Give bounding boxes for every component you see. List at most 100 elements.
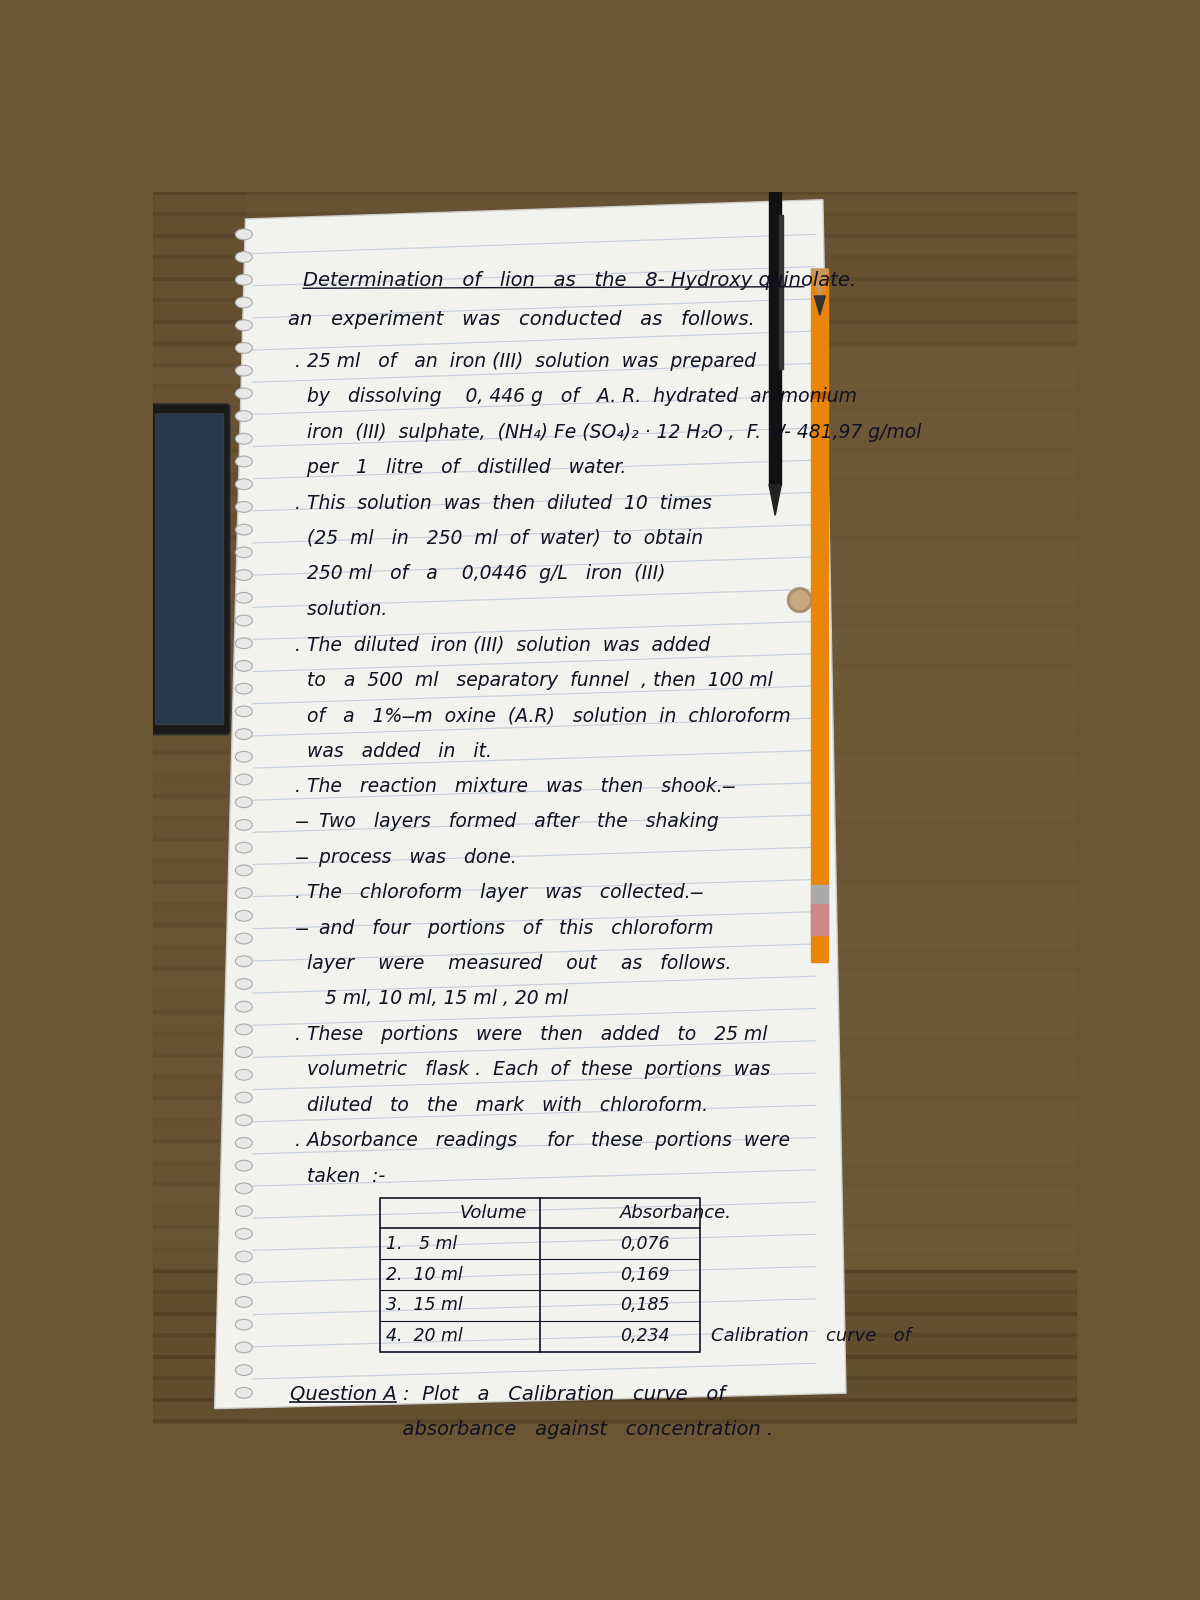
Bar (811, 904, 828, 934)
Bar (779, 214, 782, 370)
Ellipse shape (235, 1296, 252, 1307)
Text: 5 ml, 10 ml, 15 ml , 20 ml: 5 ml, 10 ml, 15 ml , 20 ml (295, 989, 569, 1008)
Bar (380, 1198, 700, 1352)
Ellipse shape (235, 614, 252, 626)
Ellipse shape (235, 1387, 252, 1398)
Ellipse shape (235, 1046, 252, 1058)
Ellipse shape (235, 525, 252, 534)
Text: solution.: solution. (295, 600, 388, 619)
Ellipse shape (235, 298, 252, 307)
Ellipse shape (235, 1024, 252, 1035)
Ellipse shape (235, 434, 252, 445)
Text: to   a  500  ml   separatory  funnel  , then  100 ml: to a 500 ml separatory funnel , then 100… (295, 670, 773, 690)
Text: 1.   5 ml: 1. 5 ml (386, 1235, 457, 1253)
Ellipse shape (235, 320, 252, 331)
Text: . The   chloroform   layer   was   collected.  ̶̶: . The chloroform layer was collected. ̶̶ (295, 883, 703, 902)
Ellipse shape (235, 706, 252, 717)
FancyBboxPatch shape (149, 403, 230, 734)
Text: Absorbance.: Absorbance. (620, 1205, 732, 1222)
Text: ̶̶̶̶̶̶̶  and   four   portions   of   this   chloroform: ̶̶̶̶̶̶̶ and four portions of this chloro… (295, 918, 714, 938)
Ellipse shape (235, 1160, 252, 1171)
Polygon shape (815, 296, 826, 315)
Bar (154, 192, 246, 1424)
Text: 0,185: 0,185 (620, 1296, 670, 1315)
Ellipse shape (235, 1138, 252, 1149)
Text: of   a   1%  ̶̶̶̶m  oxine  (A.R)   solution  in  chloroform: of a 1% ̶̶̶̶m oxine (A.R) solution in ch… (295, 706, 791, 725)
Ellipse shape (235, 570, 252, 581)
Ellipse shape (235, 638, 252, 648)
Text: Volume: Volume (460, 1205, 528, 1222)
Ellipse shape (235, 683, 252, 694)
Text: ̶̶̶  process   was   done.: ̶̶̶ process was done. (295, 848, 517, 867)
Text: Determination   of   lion   as   the   8- Hydroxy quinolate.: Determination of lion as the 8- Hydroxy … (304, 270, 857, 290)
Ellipse shape (235, 251, 252, 262)
Ellipse shape (235, 365, 252, 376)
Ellipse shape (235, 933, 252, 944)
Ellipse shape (235, 229, 252, 240)
Ellipse shape (235, 1002, 252, 1013)
Ellipse shape (235, 728, 252, 739)
Text: . The  diluted  iron (III)  solution  was  added: . The diluted iron (III) solution was ad… (295, 635, 710, 654)
Circle shape (791, 590, 809, 610)
Ellipse shape (235, 501, 252, 512)
Circle shape (787, 587, 812, 613)
Ellipse shape (235, 1229, 252, 1238)
Bar (769, 192, 781, 485)
Text: . These   portions   were   then   added   to   25 ml: . These portions were then added to 25 m… (295, 1026, 768, 1043)
Ellipse shape (235, 774, 252, 786)
Ellipse shape (235, 456, 252, 467)
Text: an   experiment   was   conducted   as   follows.: an experiment was conducted as follows. (288, 309, 755, 328)
Ellipse shape (235, 547, 252, 558)
Text: 0,076: 0,076 (620, 1235, 670, 1253)
Ellipse shape (235, 274, 252, 285)
Bar (811, 269, 828, 962)
Ellipse shape (235, 661, 252, 672)
Text: absorbance   against   concentration .: absorbance against concentration . (290, 1419, 773, 1438)
Ellipse shape (235, 1206, 252, 1216)
Text: 0,234: 0,234 (620, 1328, 670, 1346)
Polygon shape (769, 485, 781, 515)
Ellipse shape (235, 1365, 252, 1376)
Text: iron  (III)  sulphate,  (NH₄) Fe (SO₄)₂ · 12 H₂O ,  F. W- 481,97 g/mol: iron (III) sulphate, (NH₄) Fe (SO₄)₂ · 1… (295, 422, 922, 442)
Text: . The   reaction   mixture   was   then   shook.  ̶̶: . The reaction mixture was then shook. ̶… (295, 778, 736, 795)
Ellipse shape (235, 478, 252, 490)
Polygon shape (215, 200, 846, 1408)
Text: by   dissolving    0, 446 g   of   A. R.  hydrated  ammonium: by dissolving 0, 446 g of A. R. hydrated… (295, 387, 857, 406)
Text: 250 ml   of   a    0,0446  g/L   iron  (III): 250 ml of a 0,0446 g/L iron (III) (295, 565, 666, 584)
Text: Calibration   curve   of: Calibration curve of (712, 1328, 911, 1346)
Ellipse shape (235, 955, 252, 966)
Bar (154, 1270, 1078, 1424)
FancyBboxPatch shape (155, 414, 224, 725)
Ellipse shape (235, 910, 252, 922)
Text: ̶̶̶  Two   layers   formed   after   the   shaking: ̶̶̶ Two layers formed after the shaking (295, 813, 719, 832)
Ellipse shape (235, 411, 252, 421)
Ellipse shape (235, 1320, 252, 1330)
Text: Question A :  Plot   a   Calibration   curve   of: Question A : Plot a Calibration curve of (290, 1384, 725, 1403)
Text: 4.  20 ml: 4. 20 ml (386, 1328, 463, 1346)
Text: per   1   litre   of   distilled   water.: per 1 litre of distilled water. (295, 458, 626, 477)
Ellipse shape (235, 1069, 252, 1080)
Ellipse shape (235, 1342, 252, 1352)
Ellipse shape (235, 819, 252, 830)
Ellipse shape (235, 842, 252, 853)
Ellipse shape (235, 979, 252, 989)
Polygon shape (811, 269, 828, 299)
Ellipse shape (235, 1251, 252, 1262)
Bar (811, 885, 828, 904)
Ellipse shape (235, 1115, 252, 1126)
Ellipse shape (235, 592, 252, 603)
Ellipse shape (235, 342, 252, 354)
Text: layer    were    measured    out    as   follows.: layer were measured out as follows. (295, 954, 732, 973)
Text: taken  :-: taken :- (295, 1166, 385, 1186)
Ellipse shape (235, 1093, 252, 1102)
Text: 2.  10 ml: 2. 10 ml (386, 1266, 463, 1283)
Text: volumetric   flask .  Each  of  these  portions  was: volumetric flask . Each of these portion… (295, 1061, 770, 1080)
Text: . 25 ml   of   an  iron (III)  solution  was  prepared: . 25 ml of an iron (III) solution was pr… (295, 352, 756, 371)
Text: was   added   in   it.: was added in it. (295, 741, 492, 760)
Ellipse shape (235, 888, 252, 899)
Text: 0,169: 0,169 (620, 1266, 670, 1283)
Bar (154, 192, 1078, 346)
Text: diluted   to   the   mark   with   chloroform.: diluted to the mark with chloroform. (295, 1096, 708, 1115)
Text: . Absorbance   readings     for   these  portions  were: . Absorbance readings for these portions… (295, 1131, 791, 1150)
Text: . This  solution  was  then  diluted  10  times: . This solution was then diluted 10 time… (295, 493, 713, 512)
